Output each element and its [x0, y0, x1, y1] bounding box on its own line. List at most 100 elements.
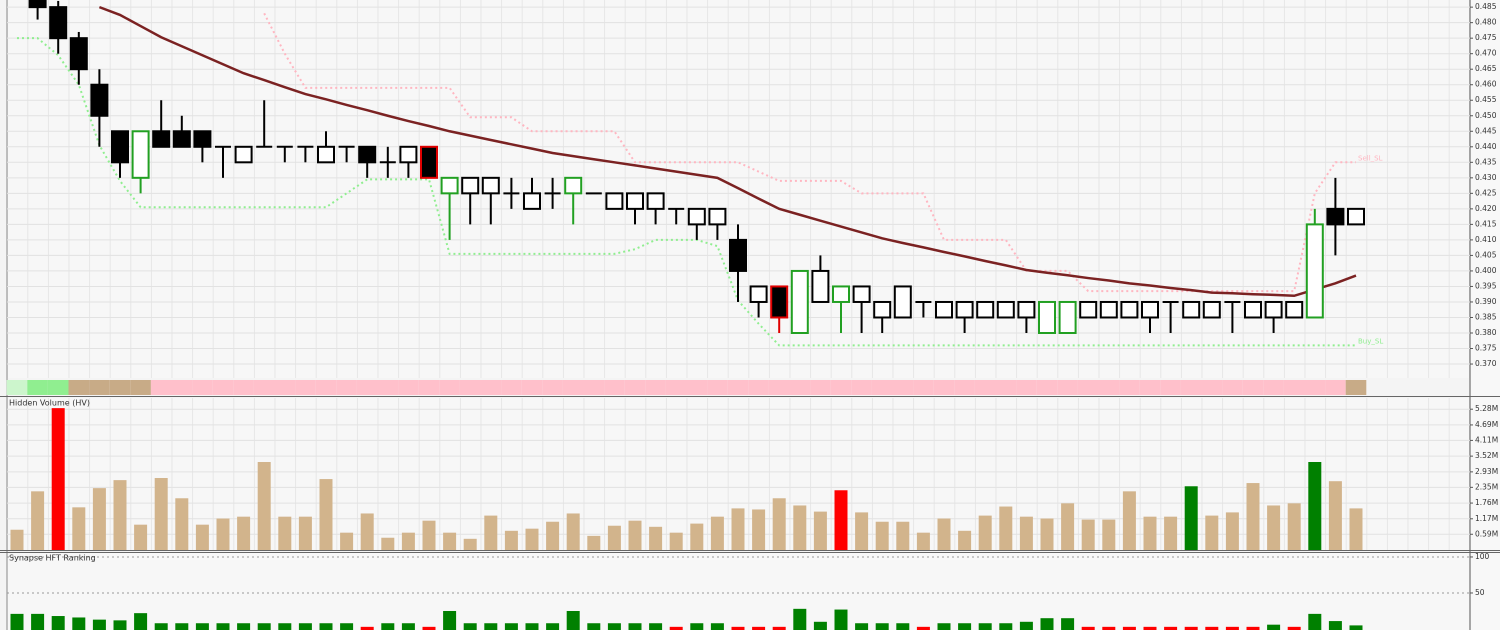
candle-body — [873, 300, 892, 319]
regime-cell — [439, 380, 460, 395]
bar — [1184, 626, 1198, 630]
regime-cell — [233, 380, 254, 395]
bar — [999, 506, 1013, 550]
regime-cell — [89, 380, 110, 395]
bar — [257, 462, 271, 550]
bar — [195, 623, 209, 630]
bar — [793, 608, 807, 630]
regime-cell — [830, 380, 852, 395]
bar — [896, 623, 910, 630]
bar — [1164, 626, 1178, 630]
regime-cell — [1263, 380, 1284, 395]
regime-cell — [1036, 380, 1058, 395]
regime-cell — [1057, 380, 1078, 395]
bar — [1081, 626, 1095, 630]
regime-cell — [501, 380, 522, 395]
bar — [752, 626, 766, 630]
bar — [546, 521, 560, 550]
candle-body — [461, 176, 480, 195]
candle-body — [1079, 300, 1098, 319]
bar — [298, 623, 312, 630]
line-label: Buy_SL — [1358, 337, 1383, 345]
regime-cell — [892, 380, 914, 395]
candle-body — [28, 0, 47, 9]
bar — [31, 491, 45, 550]
bar — [113, 620, 127, 630]
regime-cell — [253, 380, 275, 395]
bar — [731, 508, 745, 550]
bar — [1328, 481, 1342, 550]
bar — [587, 535, 601, 550]
candle-body — [976, 300, 995, 319]
bar — [1019, 516, 1033, 550]
bar — [1184, 486, 1198, 550]
bar — [257, 623, 271, 630]
bar — [1267, 505, 1281, 550]
y-tick-label: 0.460 — [1475, 80, 1497, 89]
y-tick-label: 4.11M — [1475, 435, 1498, 444]
bar — [1019, 621, 1033, 630]
bar — [587, 623, 601, 630]
candle-body — [832, 285, 850, 303]
candle-body — [317, 145, 335, 164]
regime-cell — [150, 380, 172, 395]
regime-cell — [645, 380, 666, 395]
regime-cell — [1304, 380, 1326, 395]
bar — [1246, 483, 1260, 550]
line-label: Sell_SL — [1358, 154, 1383, 162]
bar — [1205, 626, 1219, 630]
bar — [1164, 516, 1178, 550]
bar — [134, 613, 148, 630]
bar — [1308, 613, 1322, 630]
candle-body — [1182, 300, 1201, 319]
bar — [381, 623, 395, 630]
bar — [381, 537, 395, 550]
regime-cell — [604, 380, 625, 395]
regime-cell — [995, 380, 1017, 395]
regime-cell — [192, 380, 213, 395]
regime-cell — [1119, 380, 1140, 395]
candle-body — [790, 269, 809, 334]
y-tick-label: 0.475 — [1475, 33, 1497, 42]
regime-cell — [356, 380, 378, 395]
bar — [278, 516, 292, 550]
bar — [669, 532, 683, 550]
regime-cell — [686, 380, 708, 395]
y-tick-label: 0.400 — [1475, 266, 1497, 275]
regime-cell — [1325, 380, 1346, 395]
bar — [1061, 503, 1075, 550]
bar — [978, 515, 992, 550]
candle-body — [1058, 300, 1077, 334]
y-tick-label: 1.17M — [1475, 514, 1498, 523]
bar — [1122, 491, 1136, 550]
bar — [752, 509, 766, 550]
bar — [958, 530, 972, 550]
y-tick-label: 0.450 — [1475, 111, 1497, 120]
candle-body — [626, 192, 644, 210]
bar — [1143, 626, 1157, 630]
regime-cell — [130, 380, 151, 395]
y-tick-label: 0.390 — [1475, 297, 1497, 306]
candle-body — [708, 207, 727, 226]
regime-cell — [47, 380, 69, 395]
axis-area — [1470, 0, 1500, 630]
price-plot: Sell_SL Buy_SL — [17, 0, 1383, 347]
regime-cell — [727, 380, 749, 395]
bar — [1349, 508, 1363, 550]
candle-body — [811, 269, 830, 303]
bar — [731, 626, 745, 630]
bar — [10, 529, 24, 550]
bar — [628, 623, 642, 630]
regime-cell — [68, 380, 90, 395]
bar — [401, 532, 415, 550]
bar — [525, 623, 539, 630]
regime-cell — [109, 380, 131, 395]
bar — [195, 524, 209, 550]
bar — [72, 507, 86, 550]
bar — [1102, 519, 1116, 550]
bar — [422, 520, 436, 550]
regime-cell — [768, 380, 790, 395]
volume-plot — [10, 408, 1363, 550]
bar — [237, 623, 251, 630]
candle-body — [646, 192, 665, 210]
